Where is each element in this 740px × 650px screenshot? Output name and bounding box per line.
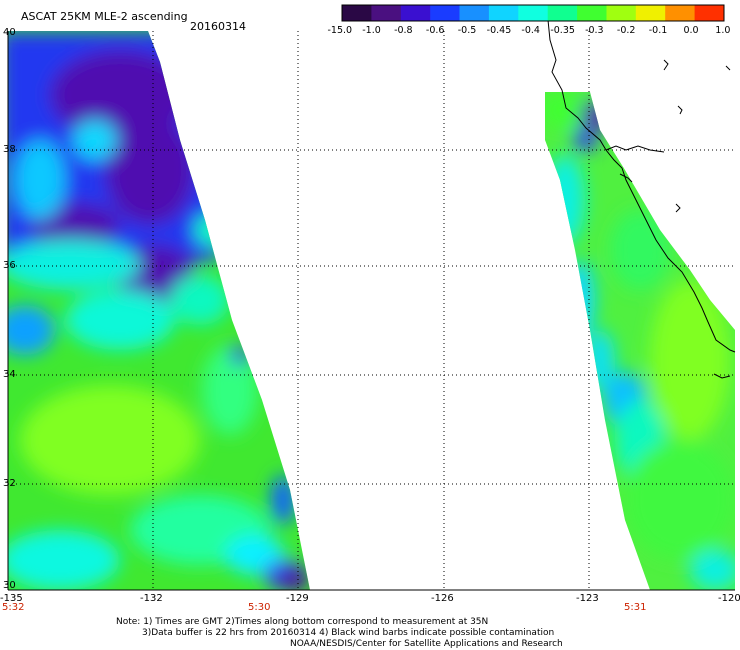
map-date: 20160314 bbox=[190, 20, 246, 33]
colorbar-swatch bbox=[694, 5, 725, 21]
lat-tick-label: 36 bbox=[3, 260, 16, 271]
lat-tick-label: 40 bbox=[3, 27, 16, 38]
note-line-3: NOAA/NESDIS/Center for Satellite Applica… bbox=[290, 639, 563, 649]
colorbar bbox=[341, 4, 725, 22]
coastline bbox=[547, 19, 736, 379]
time-label-right: 5:31 bbox=[624, 602, 647, 613]
lon-tick-label: -132 bbox=[140, 593, 163, 604]
note-line-1: Note: 1) Times are GMT 2)Times along bot… bbox=[116, 617, 489, 627]
colorbar-tick-label: -0.1 bbox=[648, 25, 668, 36]
colorbar-swatch bbox=[577, 5, 607, 21]
colorbar-tick-label: 0.0 bbox=[683, 25, 699, 36]
colorbar-tick-label: -0.45 bbox=[486, 25, 512, 36]
colorbar-tick-label: -0.3 bbox=[585, 25, 604, 36]
time-label-left: 5:32 bbox=[2, 602, 25, 613]
colorbar-tick-label: -0.6 bbox=[425, 25, 445, 36]
lat-tick-label: 38 bbox=[3, 144, 16, 155]
map-title: ASCAT 25KM MLE-2 ascending bbox=[21, 10, 188, 23]
map-frame bbox=[7, 31, 735, 591]
colorbar-swatch bbox=[606, 5, 637, 21]
lon-tick-label: -120 bbox=[718, 593, 740, 604]
colorbar-tick-label: -1.0 bbox=[362, 25, 381, 36]
colorbar-swatch bbox=[371, 5, 402, 21]
colorbar-swatch bbox=[430, 5, 461, 21]
left-swath bbox=[8, 31, 310, 590]
colorbar-swatch bbox=[400, 5, 431, 21]
lat-tick-label: 30 bbox=[3, 580, 16, 591]
colorbar-swatch bbox=[635, 5, 666, 21]
lat-tick-label: 32 bbox=[3, 478, 16, 489]
colorbar-swatch bbox=[459, 5, 490, 21]
colorbar-tick-label: -0.2 bbox=[616, 25, 636, 36]
lon-tick-label: -123 bbox=[576, 593, 599, 604]
colorbar-swatch bbox=[342, 5, 372, 21]
colorbar-tick-label: 1.0 bbox=[715, 25, 731, 36]
time-label-middle: 5:30 bbox=[248, 602, 271, 613]
colorbar-swatch bbox=[518, 5, 549, 21]
colorbar-tick-label: -0.8 bbox=[394, 25, 413, 36]
lon-tick-label: -129 bbox=[286, 593, 309, 604]
lat-tick-label: 34 bbox=[3, 369, 16, 380]
colorbar-tick-label: -0.35 bbox=[550, 25, 575, 36]
colorbar-tick-label: -0.5 bbox=[457, 25, 477, 36]
colorbar-swatch bbox=[547, 5, 578, 21]
colorbar-swatch bbox=[488, 5, 519, 21]
colorbar-frame bbox=[341, 4, 725, 22]
lon-tick-label: -126 bbox=[431, 593, 454, 604]
colorbar-tick-label: -15.0 bbox=[327, 25, 353, 36]
colorbar-swatch bbox=[665, 5, 696, 21]
lon-tick-label: -135 bbox=[0, 593, 23, 604]
right-swath bbox=[545, 92, 735, 590]
note-line-2: 3)Data buffer is 22 hrs from 20160314 4)… bbox=[142, 628, 555, 638]
colorbar-tick-label: -0.4 bbox=[521, 25, 540, 36]
